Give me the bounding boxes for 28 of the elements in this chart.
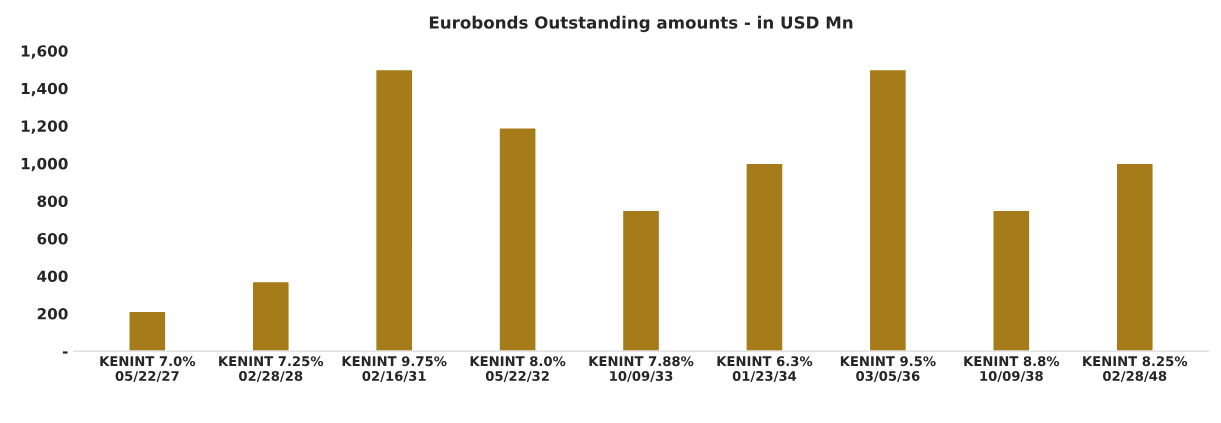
x-tick-label: KENINT 7.0% 05/22/27 (100, 356, 196, 382)
y-tick-label: 400 (37, 270, 68, 283)
x-tick-label: KENINT 7.25% 02/28/28 (219, 356, 324, 382)
chart-title: Eurobonds Outstanding amounts - in USD Mn (429, 15, 853, 33)
y-tick-label: 1,200 (21, 120, 68, 134)
bar (621, 209, 661, 352)
y-tick-label: 200 (37, 308, 68, 320)
y-tick-label: 800 (37, 195, 68, 207)
bar (745, 162, 784, 352)
bar (128, 310, 167, 352)
bar (1115, 162, 1154, 352)
bar (498, 127, 537, 352)
bar (374, 68, 414, 352)
x-tick-label: KENINT 8.8% 10/09/38 (964, 356, 1060, 382)
x-tick-label: KENINT 6.3% 01/23/34 (717, 356, 813, 382)
bar (992, 209, 1031, 352)
x-tick-label: KENINT 7.88% 10/09/33 (589, 356, 694, 382)
x-tick-label: KENINT 9.5% 03/05/36 (840, 356, 936, 382)
y-tick-label: - (62, 351, 68, 354)
x-tick-label: KENINT 9.75% 02/16/31 (342, 356, 447, 382)
x-tick-label: KENINT 8.25% 02/28/48 (1083, 356, 1188, 382)
y-tick-label: 1,000 (21, 157, 68, 172)
y-tick-label: 1,400 (21, 82, 68, 97)
bar (251, 280, 290, 352)
x-tick-label: KENINT 8.0% 05/22/32 (470, 356, 566, 382)
bar (868, 68, 908, 352)
y-tick-label: 1,600 (21, 45, 68, 59)
y-tick-label: 600 (37, 232, 68, 245)
